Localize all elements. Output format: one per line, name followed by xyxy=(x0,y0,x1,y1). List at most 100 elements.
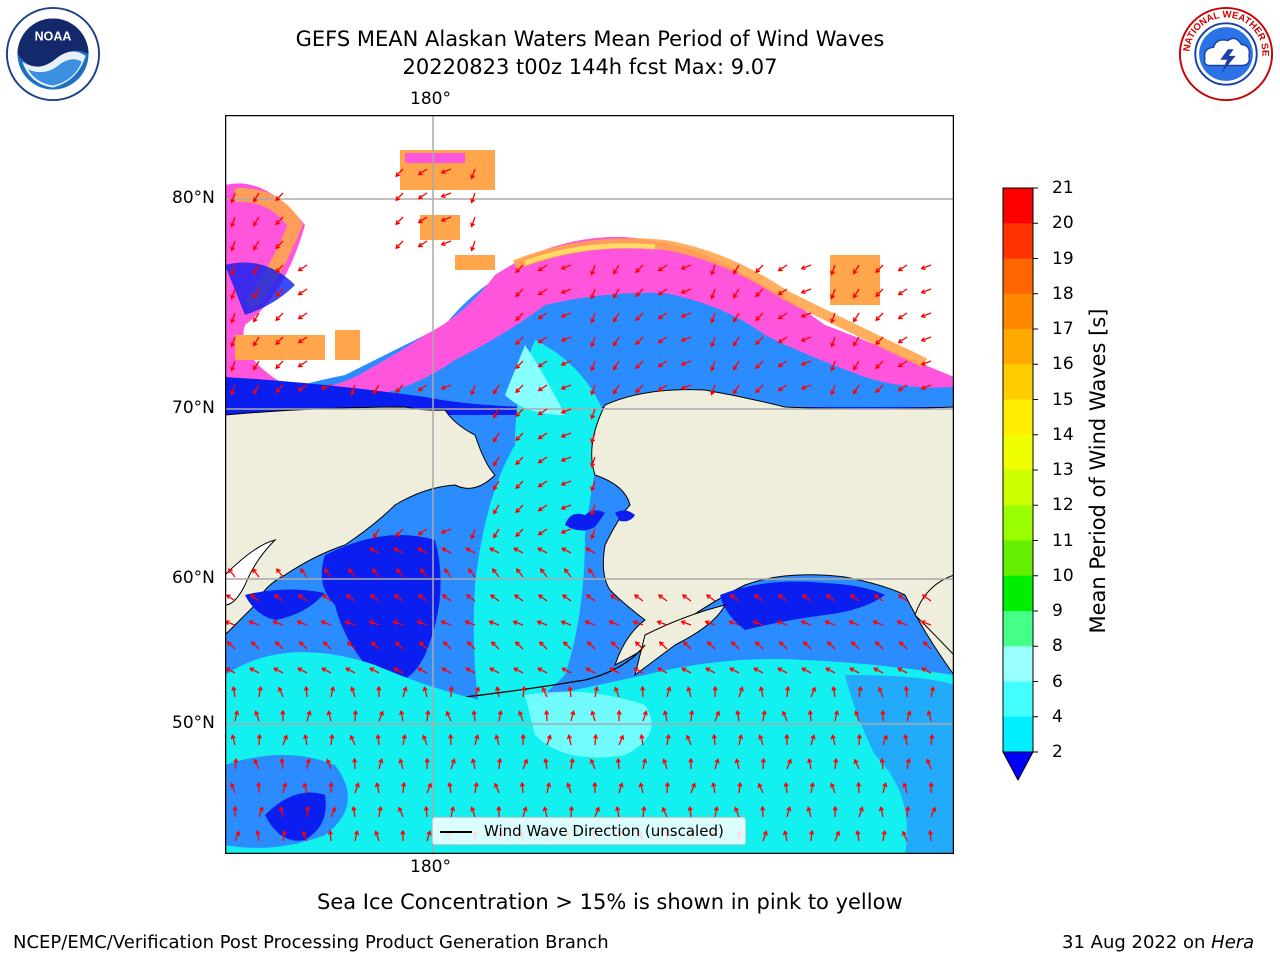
wind-wave-arrow xyxy=(590,264,596,276)
wind-wave-arrow xyxy=(560,384,572,391)
wind-wave-arrow xyxy=(854,710,860,722)
wind-wave-arrow xyxy=(466,641,476,650)
wind-wave-arrow xyxy=(875,312,884,322)
wind-wave-arrow xyxy=(875,288,884,298)
wind-wave-arrow xyxy=(786,758,792,770)
wind-wave-arrow xyxy=(474,686,480,698)
wind-wave-arrow xyxy=(368,620,380,626)
wind-wave-arrow xyxy=(657,384,668,392)
wind-wave-arrow xyxy=(232,805,238,818)
wind-wave-arrow xyxy=(661,806,668,818)
colorbar-tick-label: 6 xyxy=(1052,671,1063,692)
wind-wave-arrow xyxy=(275,192,284,202)
wind-wave-arrow xyxy=(546,734,552,746)
wind-wave-arrow xyxy=(642,758,648,770)
wind-wave-arrow xyxy=(755,336,764,346)
land-chukotka xyxy=(225,406,496,636)
wind-wave-arrow xyxy=(515,312,524,322)
wind-wave-arrow xyxy=(834,830,841,842)
wind-wave-arrow xyxy=(417,667,428,674)
wind-wave-arrow xyxy=(233,757,239,770)
wind-wave-arrow xyxy=(760,805,766,818)
wind-wave-arrow xyxy=(230,360,236,372)
wind-wave-arrow xyxy=(440,528,452,535)
wind-wave-arrow xyxy=(560,408,572,415)
wind-wave-arrow xyxy=(417,384,428,392)
wind-wave-arrow xyxy=(902,782,908,794)
wind-wave-arrow xyxy=(561,547,572,554)
wind-wave-arrow xyxy=(560,620,572,626)
wind-wave-arrow xyxy=(515,480,524,490)
legend-line-sample xyxy=(440,831,472,833)
wind-wave-arrow xyxy=(704,620,716,626)
wind-wave-arrow xyxy=(875,264,884,274)
wind-wave-arrow xyxy=(680,384,692,391)
wind-wave-arrow xyxy=(878,806,884,818)
latitude-label-50: 50°N xyxy=(172,713,215,733)
wind-wave-arrow xyxy=(729,594,740,602)
wind-wave-arrow xyxy=(857,685,863,698)
wind-wave-arrow xyxy=(613,384,620,395)
wind-wave-arrow xyxy=(903,733,909,746)
wind-wave-arrow xyxy=(255,829,261,842)
wind-wave-arrow xyxy=(537,288,548,296)
colorbar-cell xyxy=(1003,681,1033,718)
wind-wave-arrow xyxy=(320,620,332,626)
wind-wave-arrow xyxy=(613,288,620,299)
colorbar-cell xyxy=(1003,646,1033,682)
wind-wave-arrow xyxy=(681,667,692,674)
wind-wave-arrow xyxy=(784,685,791,698)
wind-wave-arrow xyxy=(784,733,790,746)
wind-wave-arrow xyxy=(393,594,404,602)
wind-wave-arrow xyxy=(378,710,384,722)
wind-wave-arrow xyxy=(321,667,332,674)
wind-wave-arrow xyxy=(537,547,548,554)
wind-wave-arrow xyxy=(560,336,572,343)
wind-wave-arrow xyxy=(920,312,932,319)
wind-wave-arrow xyxy=(873,667,884,674)
wind-wave-arrow xyxy=(450,758,456,770)
wind-wave-arrow xyxy=(493,408,500,419)
wind-wave-arrow xyxy=(753,594,764,602)
wind-wave-arrow xyxy=(906,710,912,722)
wind-wave-arrow xyxy=(297,264,308,272)
wind-wave-arrow xyxy=(440,168,452,175)
wind-wave-arrow xyxy=(228,568,236,578)
wind-wave-arrow xyxy=(537,504,548,512)
noaa-logo: NOAA xyxy=(5,6,101,102)
wind-wave-arrow xyxy=(783,781,789,794)
wind-wave-arrow xyxy=(417,594,428,602)
wind-wave-arrow xyxy=(493,782,500,794)
colorbar-tick-label: 16 xyxy=(1052,354,1074,375)
wind-wave-arrow xyxy=(297,360,308,368)
wind-wave-arrow xyxy=(448,733,454,746)
wind-wave-arrow xyxy=(345,594,356,602)
wind-wave-arrow xyxy=(352,757,358,770)
wind-wave-arrow xyxy=(905,757,911,770)
wind-wave-arrow xyxy=(735,709,741,722)
latitude-label-70: 70°N xyxy=(172,398,215,418)
wind-wave-arrow xyxy=(641,805,647,818)
wind-wave-arrow xyxy=(537,312,548,320)
wind-wave-arrow xyxy=(640,685,646,698)
wind-wave-arrow xyxy=(252,568,260,578)
wind-wave-arrow xyxy=(306,710,312,722)
wind-wave-arrow xyxy=(734,806,740,818)
wind-wave-arrow xyxy=(714,758,720,770)
wind-wave-arrow xyxy=(686,686,692,698)
wind-wave-arrow xyxy=(710,336,716,348)
wind-wave-arrow xyxy=(537,480,548,488)
wind-wave-arrow xyxy=(560,264,572,271)
wind-wave-arrow xyxy=(616,709,622,722)
wind-wave-arrow xyxy=(488,620,500,626)
wind-wave-arrow xyxy=(253,312,260,323)
wind-wave-arrow xyxy=(226,641,236,650)
wind-wave-arrow xyxy=(395,168,404,178)
wind-wave-arrow xyxy=(398,758,404,770)
wind-wave-arrow xyxy=(275,312,284,322)
wind-wave-arrow xyxy=(354,782,360,794)
wind-wave-arrow xyxy=(258,806,264,818)
wind-wave-arrow xyxy=(350,686,356,698)
wind-wave-arrow xyxy=(515,528,524,538)
wind-wave-arrow xyxy=(826,641,836,650)
